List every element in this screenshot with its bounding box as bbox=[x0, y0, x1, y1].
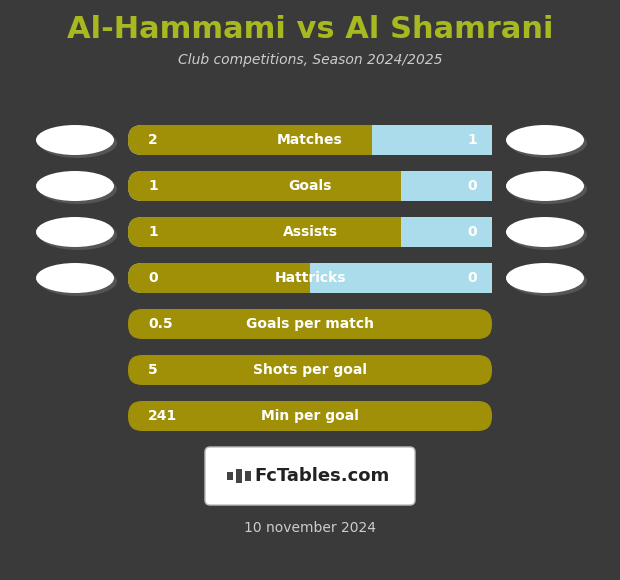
Text: 1: 1 bbox=[148, 179, 157, 193]
Text: 0: 0 bbox=[467, 271, 477, 285]
Ellipse shape bbox=[36, 171, 114, 201]
Text: Hattricks: Hattricks bbox=[274, 271, 346, 285]
FancyBboxPatch shape bbox=[128, 401, 492, 431]
Bar bbox=[227, 472, 233, 480]
Text: 0: 0 bbox=[148, 271, 157, 285]
Bar bbox=[401, 217, 492, 247]
FancyBboxPatch shape bbox=[128, 171, 492, 201]
FancyBboxPatch shape bbox=[128, 171, 492, 201]
Ellipse shape bbox=[36, 263, 114, 293]
FancyBboxPatch shape bbox=[205, 447, 415, 505]
Bar bbox=[310, 263, 492, 293]
Text: Goals per match: Goals per match bbox=[246, 317, 374, 331]
Text: Club competitions, Season 2024/2025: Club competitions, Season 2024/2025 bbox=[178, 53, 442, 67]
Ellipse shape bbox=[506, 125, 584, 155]
Bar bbox=[401, 171, 492, 201]
Ellipse shape bbox=[39, 266, 117, 296]
Text: Assists: Assists bbox=[283, 225, 337, 239]
Ellipse shape bbox=[506, 171, 584, 201]
Ellipse shape bbox=[39, 128, 117, 158]
Text: FcTables.com: FcTables.com bbox=[254, 467, 389, 485]
Text: 1: 1 bbox=[467, 133, 477, 147]
FancyBboxPatch shape bbox=[128, 309, 492, 339]
Ellipse shape bbox=[509, 220, 587, 250]
Text: 0: 0 bbox=[467, 179, 477, 193]
Ellipse shape bbox=[506, 263, 584, 293]
Text: 0: 0 bbox=[467, 225, 477, 239]
Ellipse shape bbox=[506, 217, 584, 247]
Text: Shots per goal: Shots per goal bbox=[253, 363, 367, 377]
Bar bbox=[236, 469, 242, 483]
Text: 0.5: 0.5 bbox=[148, 317, 172, 331]
Bar bbox=[372, 125, 492, 155]
Bar bbox=[245, 471, 251, 481]
Text: 1: 1 bbox=[148, 225, 157, 239]
FancyBboxPatch shape bbox=[128, 217, 492, 247]
FancyBboxPatch shape bbox=[128, 263, 492, 293]
Ellipse shape bbox=[509, 266, 587, 296]
FancyBboxPatch shape bbox=[128, 125, 492, 155]
Ellipse shape bbox=[509, 128, 587, 158]
Text: Goals: Goals bbox=[288, 179, 332, 193]
Text: Al-Hammami vs Al Shamrani: Al-Hammami vs Al Shamrani bbox=[67, 16, 553, 45]
Text: 5: 5 bbox=[148, 363, 157, 377]
Ellipse shape bbox=[39, 220, 117, 250]
FancyBboxPatch shape bbox=[128, 217, 492, 247]
Ellipse shape bbox=[39, 174, 117, 204]
Text: 241: 241 bbox=[148, 409, 177, 423]
Ellipse shape bbox=[36, 217, 114, 247]
FancyBboxPatch shape bbox=[128, 355, 492, 385]
Text: 2: 2 bbox=[148, 133, 157, 147]
Ellipse shape bbox=[509, 174, 587, 204]
FancyBboxPatch shape bbox=[128, 263, 492, 293]
Text: Min per goal: Min per goal bbox=[261, 409, 359, 423]
FancyBboxPatch shape bbox=[128, 125, 492, 155]
Text: Matches: Matches bbox=[277, 133, 343, 147]
Ellipse shape bbox=[36, 125, 114, 155]
Text: 10 november 2024: 10 november 2024 bbox=[244, 521, 376, 535]
